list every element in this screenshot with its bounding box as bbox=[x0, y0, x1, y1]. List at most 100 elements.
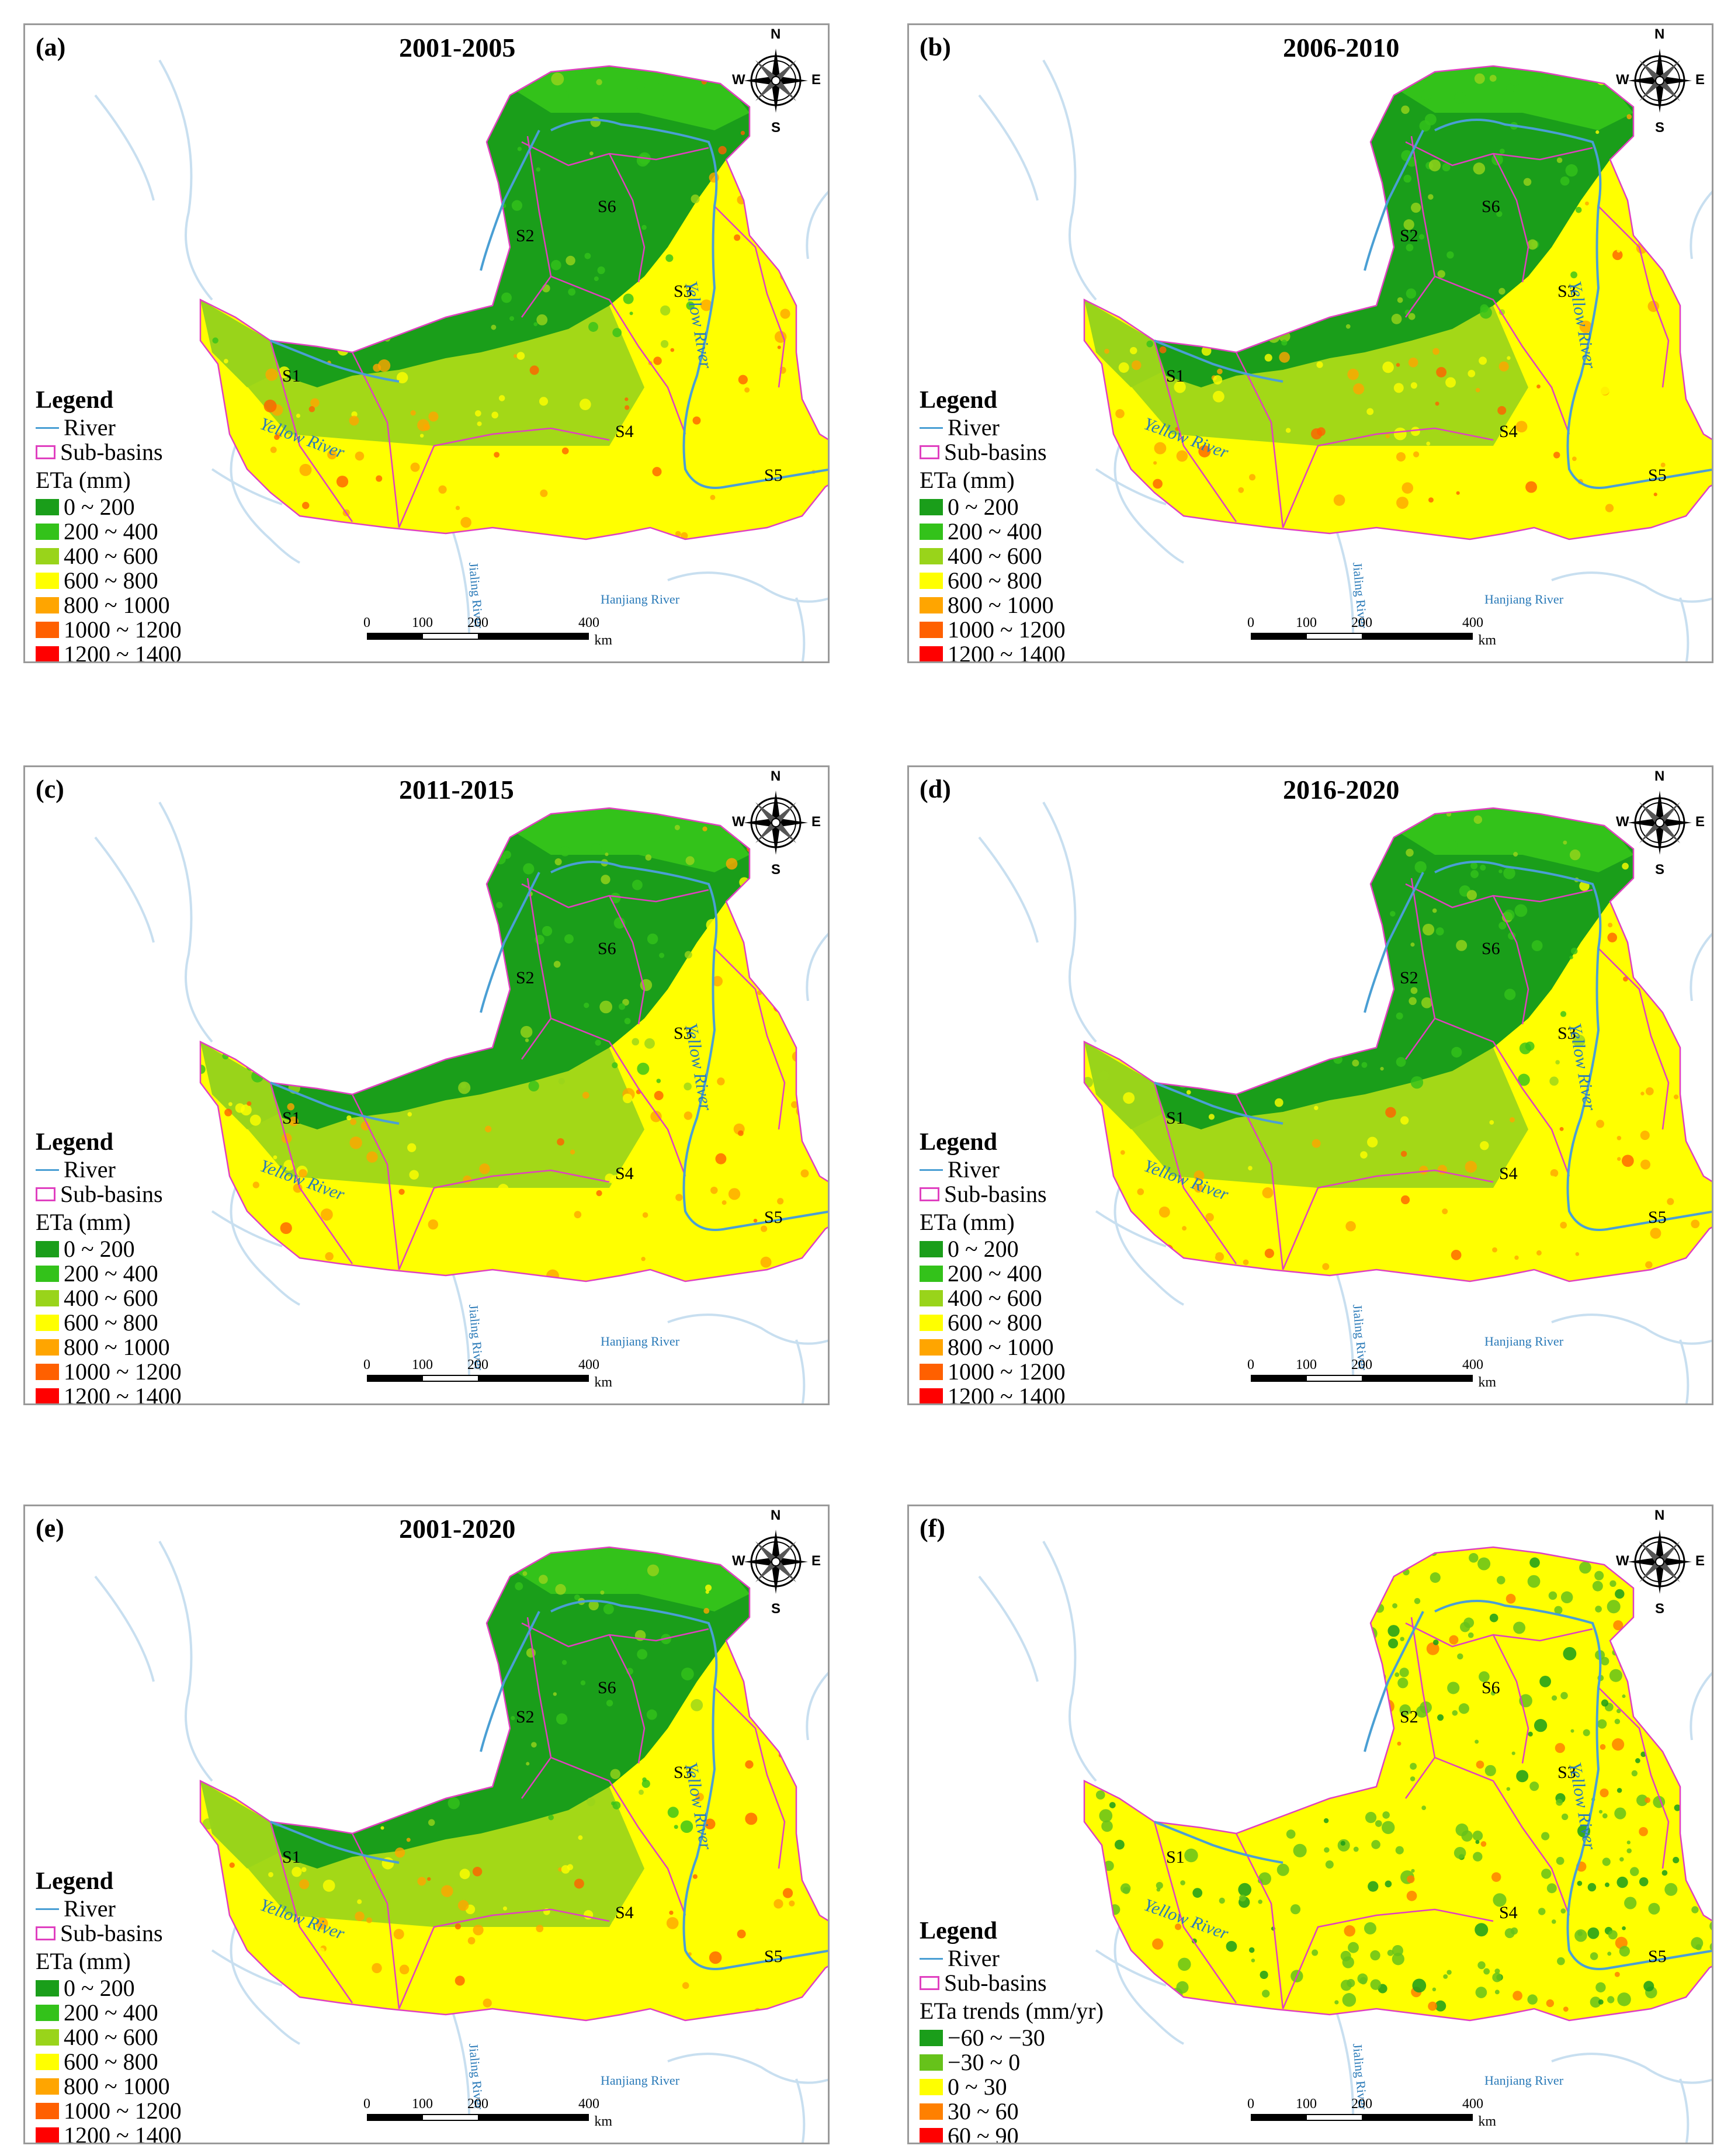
scale-tick-label: 0 bbox=[1247, 615, 1254, 630]
legend-swatch bbox=[36, 622, 59, 639]
background-river bbox=[158, 801, 213, 1043]
subbasin-border bbox=[1405, 1622, 1593, 1648]
compass-s-label: S bbox=[1655, 1601, 1665, 1617]
background-river bbox=[806, 933, 828, 1001]
compass-icon bbox=[744, 1530, 808, 1594]
legend-class-label: 1000 ~ 1200 bbox=[64, 1358, 182, 1385]
subbasin-border bbox=[550, 275, 686, 435]
background-river bbox=[806, 190, 828, 259]
subbasin-border bbox=[1492, 895, 1529, 1025]
map-legend: Legend River Sub-basins ETa (mm) 0 ~ 200 200 … bbox=[36, 387, 182, 661]
scale-tick-label: 0 bbox=[1247, 1357, 1254, 1372]
panel-title: 2001-2005 bbox=[399, 33, 516, 63]
scale-segment bbox=[423, 634, 478, 639]
legend-subbasins: Sub-basins bbox=[36, 1921, 182, 1946]
scale-bar: 0 100 200 400 km bbox=[1247, 1357, 1496, 1390]
subbasin-label: S3 bbox=[1557, 282, 1576, 301]
subbasin-label: S5 bbox=[1648, 466, 1667, 485]
scale-tick-label: 0 bbox=[1247, 2096, 1254, 2112]
legend-class: −60 ~ −30 bbox=[920, 2026, 1104, 2050]
scale-tick-label: 100 bbox=[1296, 615, 1317, 630]
subbasin-border bbox=[1434, 1017, 1570, 1177]
scale-unit: km bbox=[1478, 633, 1496, 648]
legend-subbasins-label: Sub-basins bbox=[944, 1970, 1047, 1996]
subbasin-border bbox=[1153, 340, 1237, 522]
legend-title: Legend bbox=[36, 1129, 114, 1156]
scale-tick-label: 200 bbox=[467, 615, 488, 630]
subbasin-label: S5 bbox=[1648, 1947, 1667, 1966]
legend-swatch bbox=[36, 2029, 59, 2046]
scale-tick-label: 100 bbox=[412, 1357, 433, 1372]
panel-label: (a) bbox=[36, 33, 66, 61]
legend-swatch bbox=[920, 2103, 943, 2120]
subbasin-border bbox=[714, 948, 786, 1130]
legend-class-label: 1000 ~ 1200 bbox=[948, 616, 1066, 643]
legend-river-label: River bbox=[64, 414, 116, 441]
hanjiang-river-label: Hanjiang River bbox=[601, 592, 680, 606]
background-river bbox=[450, 527, 470, 633]
subbasin-border bbox=[1404, 878, 1436, 1060]
subbasin-label: S2 bbox=[1400, 226, 1418, 245]
legend-swatch bbox=[36, 573, 59, 590]
legend-river-label: River bbox=[64, 1156, 116, 1183]
legend-swatch bbox=[920, 1266, 943, 1282]
legend-river: River bbox=[36, 415, 182, 440]
subbasin-border bbox=[521, 136, 552, 318]
legend-class: 200 ~ 400 bbox=[920, 1261, 1066, 1286]
subbasin-border bbox=[351, 352, 400, 528]
panel-title: 2006-2010 bbox=[1283, 33, 1400, 63]
subbasin-box-icon bbox=[920, 1976, 939, 1991]
subbasin-box-icon bbox=[920, 445, 939, 460]
river-line-icon bbox=[920, 1957, 943, 1960]
subbasin-box-icon bbox=[920, 1187, 939, 1202]
scale-bar: 0 100 200 400 km bbox=[1247, 2096, 1496, 2129]
scale-bar-graphic bbox=[367, 633, 589, 640]
panel-title: 2016-2020 bbox=[1283, 775, 1400, 805]
legend-swatch bbox=[36, 2103, 59, 2120]
subbasin-label: S2 bbox=[516, 1707, 535, 1727]
compass-rose: N S E W bbox=[732, 25, 821, 136]
compass-e-label: E bbox=[1695, 1553, 1705, 1569]
scale-segment bbox=[1252, 2115, 1307, 2120]
scale-segment bbox=[1252, 634, 1307, 639]
subbasin-border bbox=[521, 1622, 709, 1648]
compass-n-label: N bbox=[1654, 26, 1665, 42]
scale-tick-label: 400 bbox=[578, 1357, 599, 1372]
subbasin-box-icon bbox=[36, 445, 55, 460]
legend-class-label: 400 ~ 600 bbox=[948, 543, 1042, 570]
subbasin-border bbox=[1282, 1908, 1494, 2009]
compass-s-label: S bbox=[1655, 120, 1665, 136]
subbasin-border bbox=[398, 1908, 610, 2009]
background-river bbox=[1679, 1339, 1690, 1403]
subbasin-borders bbox=[199, 1546, 828, 2022]
raster-texture bbox=[200, 808, 827, 1281]
legend-swatch bbox=[920, 1364, 943, 1381]
subbasin-label: S4 bbox=[615, 422, 634, 441]
scale-tick-label: 100 bbox=[1296, 2096, 1317, 2112]
subbasin-label: S5 bbox=[1648, 1208, 1667, 1227]
background-river bbox=[1095, 1210, 1167, 1247]
legend-subbasins-label: Sub-basins bbox=[60, 439, 163, 466]
yellow-river-line bbox=[1154, 1600, 1712, 1970]
subbasin-border bbox=[1434, 275, 1570, 435]
legend-swatch bbox=[920, 573, 943, 590]
map-legend: Legend River Sub-basins ETa (mm) 0 ~ 200 200 … bbox=[36, 1868, 182, 2143]
river-line-icon bbox=[920, 1169, 943, 1171]
legend-subbasins: Sub-basins bbox=[36, 1182, 182, 1207]
legend-swatch bbox=[36, 1980, 59, 1997]
background-river bbox=[1690, 933, 1712, 1001]
scale-ticks: 0 100 200 400 bbox=[363, 2096, 599, 2114]
legend-unit: ETa (mm) bbox=[36, 1948, 131, 1975]
legend-swatch bbox=[36, 1364, 59, 1381]
background-river bbox=[978, 94, 1039, 201]
legend-title: Legend bbox=[36, 1868, 114, 1895]
background-river bbox=[795, 2078, 806, 2143]
legend-swatch bbox=[36, 2127, 59, 2143]
subbasin-label: S3 bbox=[1557, 1763, 1576, 1782]
hanjiang-river-label: Hanjiang River bbox=[1484, 592, 1564, 606]
compass-icon bbox=[744, 48, 808, 113]
legend-class-label: 200 ~ 400 bbox=[64, 1999, 158, 2026]
map-panel: S1 S2 S3 S4 S5 S6 Yellow River Yellow River Jial… bbox=[23, 1505, 830, 2144]
legend-swatch bbox=[36, 1388, 59, 1403]
